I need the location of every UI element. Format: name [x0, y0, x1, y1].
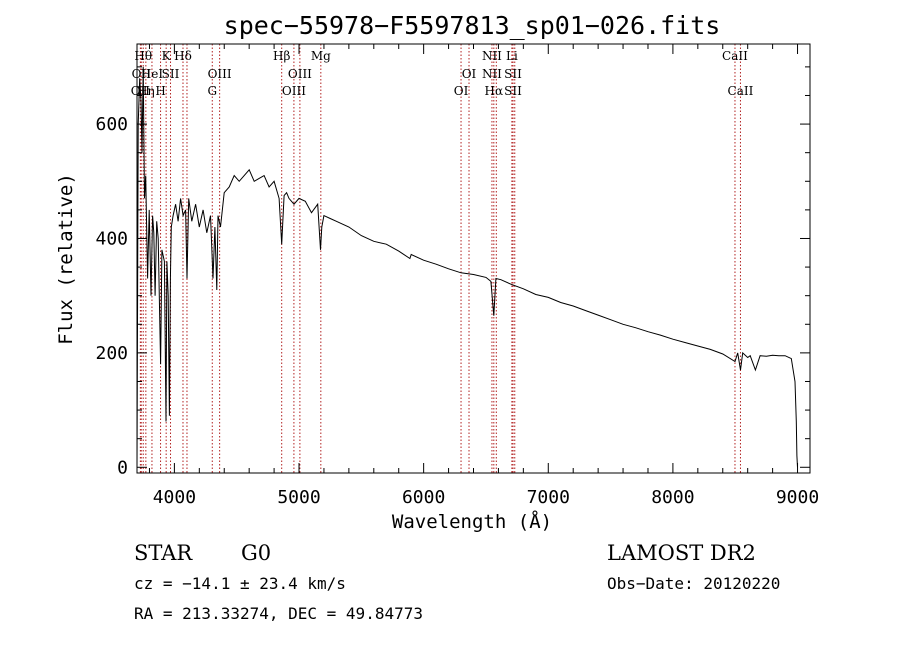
spectral-line-label: Hβ	[273, 49, 290, 63]
spectral-line-label: OII	[132, 67, 152, 81]
ra-dec-coordinates: RA = 213.33274, DEC = 49.84773	[134, 604, 423, 623]
observation-date: Obs−Date: 20120220	[607, 574, 780, 593]
spectral-line-label: Hθ	[134, 49, 152, 63]
x-axis-label: Wavelength (Å)	[392, 510, 552, 533]
spectral-line-label: Hη	[137, 84, 155, 98]
spectral-line-label: SII	[504, 67, 522, 81]
x-tick-label: 8000	[651, 487, 694, 508]
spectral-line-label: H	[155, 84, 165, 98]
y-tick-label: 0	[117, 457, 128, 478]
spectral-line-label: OI	[462, 67, 477, 81]
spectral-line-label: CaII	[722, 49, 748, 63]
object-subclass: G0	[241, 541, 271, 565]
spectral-line-label: CaII	[728, 84, 754, 98]
x-axis: 4000 5000 6000 7000 8000 9000	[148, 44, 819, 508]
x-tick-label: 4000	[153, 487, 196, 508]
y-tick-label: 600	[95, 114, 128, 135]
spectral-line-label: SII	[504, 84, 522, 98]
plot-frame	[136, 43, 811, 474]
spectral-line-label: HeI	[141, 67, 164, 81]
spectral-line-markers	[139, 44, 741, 473]
spectral-line-label: NII	[482, 49, 502, 63]
x-tick-label: 9000	[776, 487, 819, 508]
y-axis-label: Flux (relative)	[55, 173, 77, 345]
spectral-line-label: OI	[454, 84, 469, 98]
spectral-line-label: Hα	[485, 84, 504, 98]
spectrum-line	[136, 66, 798, 468]
y-tick-label: 400	[95, 228, 128, 249]
spectral-line-label: G	[207, 84, 217, 98]
spectral-line-label: NII	[482, 67, 502, 81]
spectral-line-label: OIII	[288, 67, 312, 81]
y-axis: 0 200 400 600	[95, 66, 810, 478]
x-tick-label: 5000	[277, 487, 320, 508]
spectral-line-label: OIII	[282, 84, 306, 98]
spectral-line-label: SII	[162, 67, 180, 81]
y-tick-label: 200	[95, 343, 128, 364]
spectral-line-label: Li	[506, 49, 518, 63]
object-class: STAR	[134, 541, 193, 565]
spectral-line-label: OIII	[208, 67, 232, 81]
redshift-velocity: cz = −14.1 ± 23.4 km/s	[134, 574, 346, 593]
x-tick-label: 7000	[527, 487, 570, 508]
x-tick-label: 6000	[402, 487, 445, 508]
spectral-line-label: Hδ	[174, 49, 192, 63]
chart-title: spec−55978−F5597813_sp01−026.fits	[224, 11, 721, 40]
spectral-line-labels: OIIOIIHθHηHeIHKSIIHδGOIIIHβOIIIOIIIMgOIO…	[131, 49, 754, 98]
survey-name: LAMOST DR2	[607, 541, 756, 565]
spectral-line-label: Mg	[311, 49, 331, 63]
spectral-line-label: K	[162, 49, 172, 63]
